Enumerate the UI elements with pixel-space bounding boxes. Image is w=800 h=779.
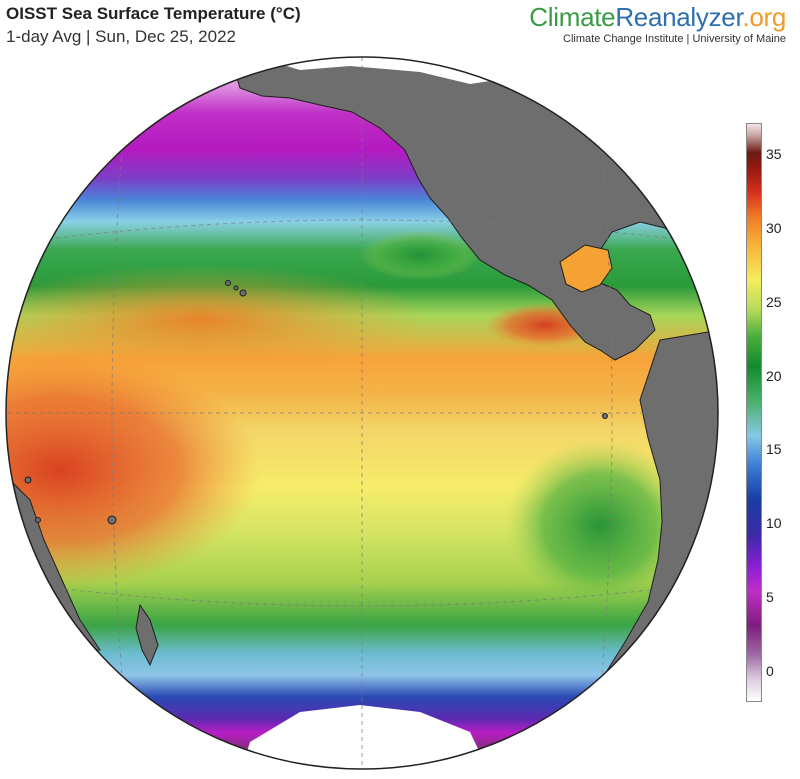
greenland-landmass <box>539 57 611 93</box>
graticule <box>6 57 718 769</box>
colorbar-tick-label: 20 <box>766 367 782 384</box>
brand-part-reanalyzer: Reanalyzer <box>615 2 743 32</box>
colorbar-tick-label: 5 <box>766 589 774 606</box>
brand-logo[interactable]: ClimateReanalyzer.org <box>529 2 786 33</box>
map-subtitle: 1-day Avg | Sun, Dec 25, 2022 <box>6 27 236 46</box>
north-equatorial-warm-band <box>6 265 430 375</box>
gulf-of-mexico <box>559 244 613 293</box>
colorbar-tick-label: 10 <box>766 515 782 532</box>
baja-cool-tongue <box>360 230 480 280</box>
colorbar-tick-label: 30 <box>766 219 782 236</box>
colorbar <box>746 123 762 702</box>
hawaii-islands <box>225 280 247 297</box>
brand-tagline: Climate Change Institute | University of… <box>563 33 786 45</box>
colorbar-tick-label: 15 <box>766 441 782 458</box>
new-zealand-landmass <box>135 603 159 667</box>
antarctica-ice <box>240 705 490 769</box>
map-title: OISST Sea Surface Temperature (°C) <box>6 4 301 23</box>
colorbar-tick-label: 25 <box>766 293 782 310</box>
globe-outline <box>5 56 719 770</box>
colorbar-tick-label: 0 <box>766 663 774 680</box>
brand-part-org: .org <box>742 2 786 32</box>
brand-part-climate: Climate <box>529 2 616 32</box>
western-warm-pool <box>6 350 260 590</box>
colorbar-tick-label: 35 <box>766 145 782 162</box>
southeast-pacific-cool-tongue <box>505 440 695 610</box>
